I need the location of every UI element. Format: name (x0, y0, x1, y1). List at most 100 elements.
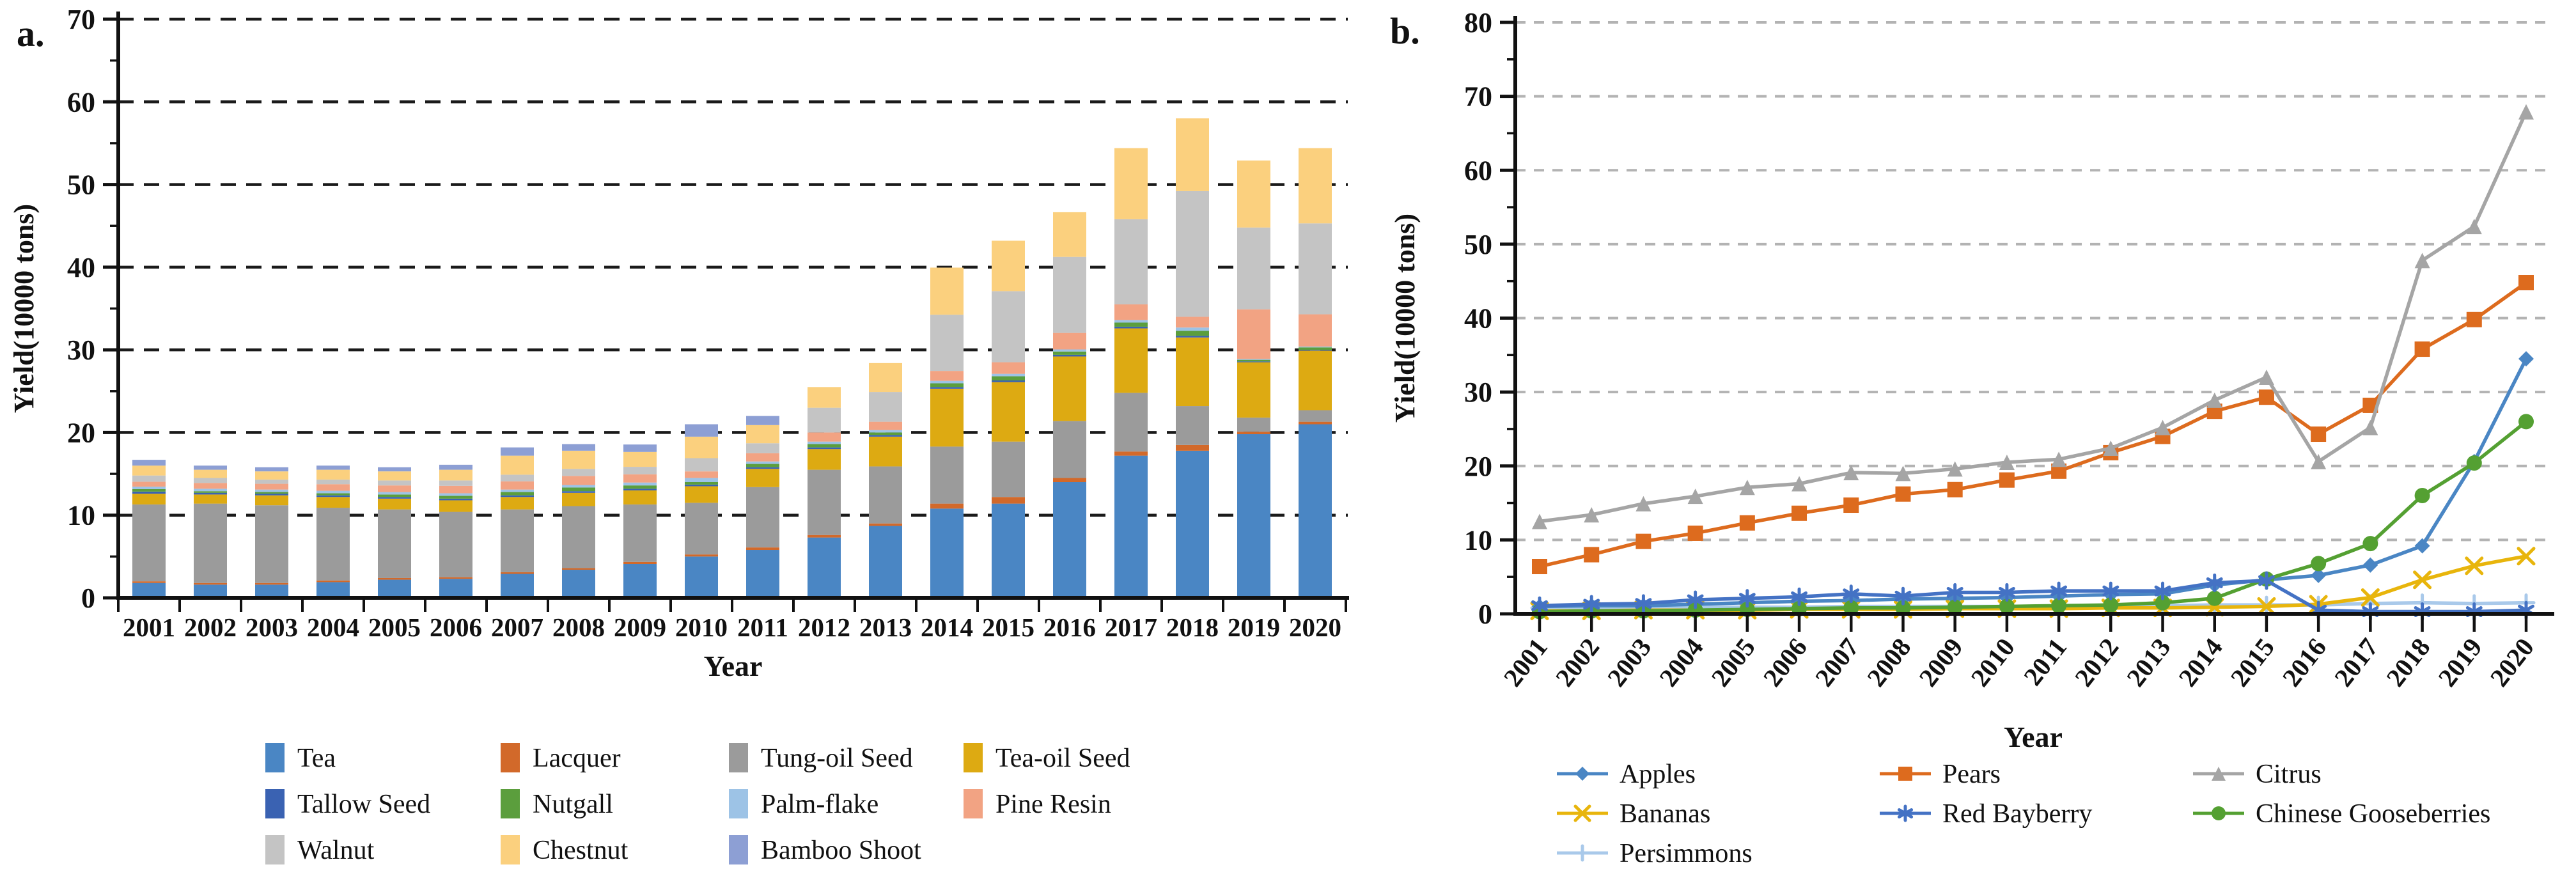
x-tick-label-2008: 2008 (1861, 632, 1917, 692)
data-point-2016 (2311, 567, 2327, 583)
data-point-2015 (2258, 389, 2274, 405)
legend-swatch (964, 789, 983, 818)
legend-label: Pine Resin (995, 790, 1111, 819)
data-point-2006 (1791, 505, 1807, 521)
bar-segment-2012-walnut (808, 407, 841, 433)
bar-segment-2005-pine-resin (378, 485, 411, 492)
y-tick-label-20: 20 (1464, 451, 1492, 482)
data-point-2010 (1999, 454, 2015, 470)
bar-segment-2010-tea-oil-seed (685, 486, 718, 503)
bar-segment-2009-tung-oil-seed (623, 504, 657, 562)
data-point-2006 (1791, 587, 1807, 606)
data-point-2016 (2311, 453, 2327, 469)
chart-b-root: 0102030405060708020012002200320042005200… (1389, 7, 2554, 868)
bar-segment-2017-tea-oil-seed (1114, 328, 1148, 393)
data-point-2020 (2518, 351, 2534, 367)
data-point-2020 (2518, 104, 2534, 120)
bar-segment-2014-tung-oil-seed (930, 446, 964, 504)
data-point-2008 (1895, 486, 1911, 502)
bar-segment-2016-tung-oil-seed (1053, 421, 1086, 478)
y-tick-label-40: 40 (1464, 303, 1492, 334)
bar-segment-2009-nutgall (623, 485, 657, 489)
data-point-2011 (2051, 598, 2067, 614)
data-point-2014 (2206, 392, 2222, 408)
legend-item-tea-oil-seed: Tea-oil Seed (964, 743, 1130, 773)
bar-segment-2007-tea (501, 574, 534, 598)
legend-swatch (729, 835, 748, 864)
bar-segment-2016-walnut (1053, 256, 1086, 333)
bar-segment-2006-walnut (439, 480, 472, 486)
legend-item-pine-resin: Pine Resin (964, 789, 1111, 819)
data-point-2019 (2466, 455, 2482, 471)
bar-segment-2015-tea-oil-seed (992, 382, 1025, 442)
data-point-2020 (2518, 104, 2534, 120)
bar-segment-2019-tung-oil-seed (1237, 418, 1270, 432)
bar-segment-2017-walnut (1114, 219, 1148, 305)
data-point-2013 (2155, 595, 2171, 611)
bar-segment-2001-tallow-seed (132, 491, 166, 494)
data-point-2019 (2465, 556, 2484, 575)
data-point-2008 (1895, 486, 1911, 502)
y-tick-label-10: 10 (1464, 524, 1492, 556)
data-point-2005 (1738, 589, 1756, 608)
data-point-2001 (1532, 513, 1547, 529)
data-point-2015 (2258, 370, 2274, 385)
bar-segment-2004-walnut (316, 480, 350, 485)
bar-segment-2017-pine-resin (1114, 304, 1148, 320)
data-point-2015 (2257, 597, 2276, 616)
x-tick-label-2010: 2010 (675, 613, 728, 642)
bar-segment-2020-tung-oil-seed (1299, 410, 1332, 422)
bar-segment-2008-bamboo-shoot (562, 444, 595, 451)
bar-segment-2017-palm-flake (1114, 320, 1148, 323)
legend-label: Walnut (297, 836, 375, 865)
data-point-2020 (2517, 547, 2536, 566)
bar-segment-2003-palm-flake (255, 489, 288, 492)
data-point-2017 (2362, 557, 2378, 573)
legend-label: Bamboo Shoot (761, 836, 921, 865)
data-point-2008 (1895, 465, 1911, 481)
data-point-2008 (1894, 590, 1912, 602)
x-tick-label-2019: 2019 (2432, 632, 2488, 692)
x-tick-label-2020: 2020 (1289, 613, 1341, 642)
data-point-2018 (2414, 488, 2430, 503)
bar-segment-2006-palm-flake (439, 493, 472, 496)
bar-segment-2009-pine-resin (623, 474, 657, 483)
data-point-2012 (2102, 581, 2119, 600)
legend-marker (1897, 804, 1914, 822)
y-tick-label-0: 0 (1478, 598, 1492, 630)
bar-segment-2003-lacquer (255, 583, 288, 585)
bar-segment-2015-chestnut (992, 240, 1025, 292)
legend-item-apples: Apples (1557, 760, 1696, 789)
bar-segment-2010-bamboo-shoot (685, 424, 718, 437)
bar-segment-2012-tallow-seed (808, 447, 841, 450)
data-point-2020 (2517, 547, 2536, 566)
bar-segment-2001-tea-oil-seed (132, 494, 166, 504)
data-point-2013 (2155, 595, 2171, 611)
bar-segment-2002-pine-resin (194, 483, 227, 489)
bar-segment-2009-tea-oil-seed (623, 490, 657, 504)
data-point-2007 (1843, 584, 1860, 604)
bar-segment-2009-lacquer (623, 561, 657, 564)
data-point-2006 (1791, 591, 1807, 602)
legend-label: Chinese Gooseberries (2256, 799, 2490, 829)
bar-segment-2006-chestnut (439, 469, 472, 481)
x-tick-label-2001: 2001 (1497, 632, 1553, 692)
x-tick-label-2005: 2005 (368, 613, 421, 642)
x-tick-label-2010: 2010 (1965, 632, 2020, 692)
bar-segment-2017-lacquer (1114, 451, 1148, 456)
bar-segment-2006-bamboo-shoot (439, 464, 472, 470)
y-axis-title: Yield(10000 tons) (1389, 214, 1421, 423)
x-tick-label-2001: 2001 (123, 613, 175, 642)
bar-segment-2017-chestnut (1114, 148, 1148, 219)
stacked-bar-chart-forest-products: 0 10 20 30 40 50 60 70 2001 2002 2003 2004 2005 2006 2… (8, 4, 1349, 865)
data-point-2015 (2257, 597, 2276, 616)
bar-segment-2008-tea-oil-seed (562, 492, 595, 506)
bar-segment-2007-lacquer (501, 572, 534, 574)
legend-swatch (501, 743, 520, 772)
legend-label: Apples (1620, 760, 1696, 789)
legend-label: Bananas (1620, 799, 1710, 829)
y-tick-label-60: 60 (67, 86, 95, 118)
bar-segment-2014-tallow-seed (930, 387, 964, 389)
bar-segment-2007-tea-oil-seed (501, 497, 534, 510)
x-tick-label-2020: 2020 (2484, 632, 2540, 692)
